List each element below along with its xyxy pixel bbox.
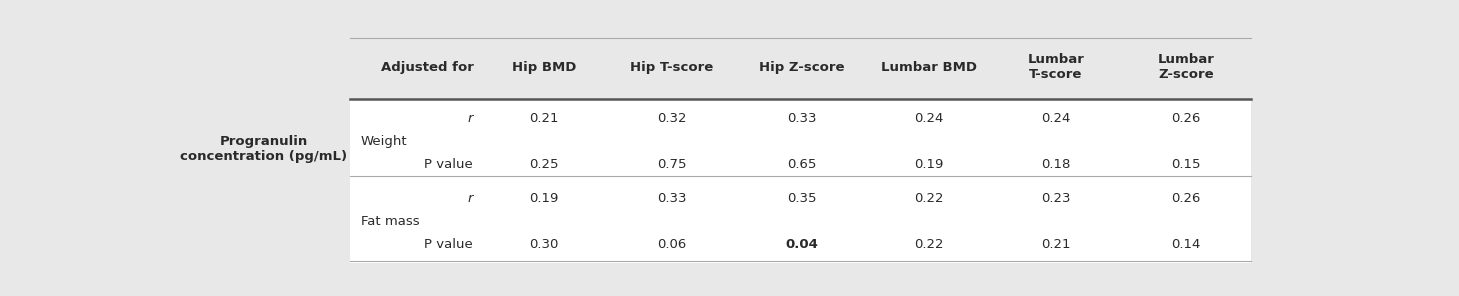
Text: P value: P value	[425, 238, 473, 251]
Text: 0.19: 0.19	[530, 192, 559, 205]
Text: 0.15: 0.15	[1172, 158, 1201, 171]
Text: Progranulin
concentration (pg/mL): Progranulin concentration (pg/mL)	[181, 136, 347, 163]
Text: 0.75: 0.75	[657, 158, 686, 171]
Text: 0.65: 0.65	[786, 158, 816, 171]
Text: 0.19: 0.19	[913, 158, 944, 171]
Bar	[350, 99, 1250, 263]
Text: 0.25: 0.25	[530, 158, 559, 171]
Text: 0.21: 0.21	[530, 112, 559, 125]
Text: 0.35: 0.35	[786, 192, 816, 205]
Text: P value: P value	[425, 158, 473, 171]
Text: Hip BMD: Hip BMD	[512, 61, 576, 74]
Text: 0.26: 0.26	[1172, 112, 1201, 125]
Text: Hip Z-score: Hip Z-score	[759, 61, 845, 74]
Text: 0.33: 0.33	[657, 192, 686, 205]
Text: 0.32: 0.32	[657, 112, 686, 125]
Bar	[350, 36, 1250, 99]
Text: r: r	[467, 192, 473, 205]
Text: Lumbar
Z-score: Lumbar Z-score	[1157, 54, 1214, 81]
Text: Lumbar BMD: Lumbar BMD	[881, 61, 976, 74]
Text: 0.18: 0.18	[1042, 158, 1071, 171]
Text: 0.33: 0.33	[786, 112, 816, 125]
Text: Weight: Weight	[360, 135, 407, 148]
Text: 0.04: 0.04	[785, 238, 818, 251]
Text: 0.06: 0.06	[657, 238, 686, 251]
Text: Adjusted for: Adjusted for	[381, 61, 474, 74]
Text: 0.22: 0.22	[913, 238, 944, 251]
Text: r: r	[467, 112, 473, 125]
Text: 0.24: 0.24	[913, 112, 944, 125]
Text: Lumbar
T-score: Lumbar T-score	[1027, 54, 1084, 81]
Text: 0.24: 0.24	[1042, 112, 1071, 125]
Text: 0.21: 0.21	[1042, 238, 1071, 251]
Text: 0.23: 0.23	[1042, 192, 1071, 205]
Text: 0.26: 0.26	[1172, 192, 1201, 205]
Text: 0.14: 0.14	[1172, 238, 1201, 251]
Text: 0.22: 0.22	[913, 192, 944, 205]
Text: Fat mass: Fat mass	[360, 215, 420, 228]
Text: 0.30: 0.30	[530, 238, 559, 251]
Text: Hip T-score: Hip T-score	[630, 61, 713, 74]
